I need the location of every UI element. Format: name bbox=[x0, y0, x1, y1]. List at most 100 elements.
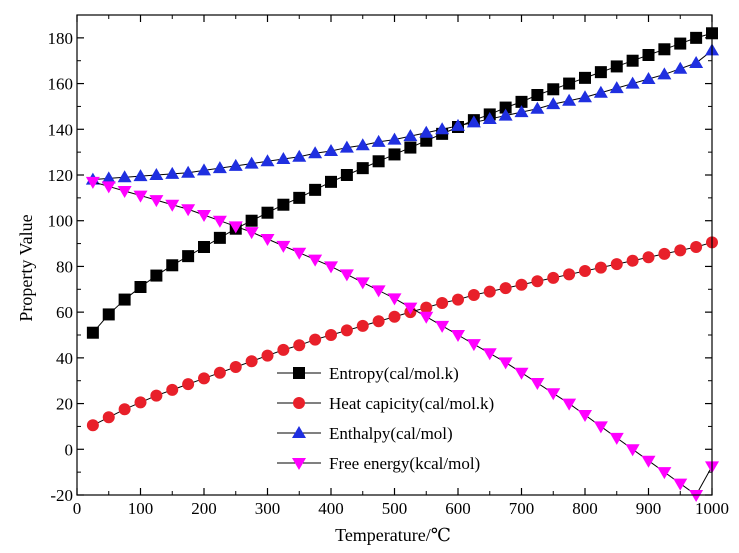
data-point bbox=[339, 269, 354, 282]
data-point bbox=[499, 101, 512, 114]
data-point bbox=[499, 282, 512, 295]
data-point bbox=[276, 240, 291, 253]
data-point bbox=[689, 56, 704, 68]
y-tick-label: 20 bbox=[56, 395, 73, 414]
data-point bbox=[642, 251, 655, 264]
data-point bbox=[117, 186, 132, 198]
y-tick-label: 60 bbox=[56, 303, 73, 322]
data-point bbox=[372, 315, 385, 328]
series-2 bbox=[85, 43, 719, 185]
data-point bbox=[594, 261, 607, 274]
plot-frame bbox=[76, 14, 713, 496]
data-point bbox=[355, 138, 370, 151]
y-tick-label: 140 bbox=[48, 120, 74, 139]
y-tick-label: 160 bbox=[48, 75, 74, 94]
data-point bbox=[277, 198, 290, 211]
data-point bbox=[308, 146, 323, 159]
data-point bbox=[292, 149, 307, 162]
data-point bbox=[134, 281, 147, 293]
data-point bbox=[563, 268, 576, 281]
data-point bbox=[578, 410, 592, 422]
data-point bbox=[515, 278, 528, 291]
data-point bbox=[498, 108, 513, 121]
data-point bbox=[324, 261, 338, 274]
data-point bbox=[403, 302, 418, 315]
data-point bbox=[657, 467, 672, 480]
data-point bbox=[309, 333, 322, 346]
data-point bbox=[593, 85, 608, 98]
x-tick-label: 900 bbox=[636, 499, 662, 518]
data-point bbox=[134, 396, 147, 409]
data-point bbox=[530, 378, 545, 390]
data-point bbox=[466, 115, 481, 128]
x-tick-label: 600 bbox=[445, 499, 471, 518]
data-point bbox=[245, 355, 258, 368]
y-tick-label: 180 bbox=[48, 29, 74, 48]
data-point bbox=[482, 112, 497, 124]
data-point bbox=[372, 155, 385, 168]
data-point bbox=[197, 163, 211, 176]
data-point bbox=[658, 43, 671, 56]
data-point bbox=[324, 144, 338, 156]
data-point bbox=[435, 122, 450, 135]
data-point bbox=[356, 162, 369, 175]
series-1 bbox=[86, 236, 718, 432]
legend: Entropy(cal/mol.k) Heat capicity(cal/mol.… bbox=[277, 364, 494, 473]
data-point bbox=[388, 148, 401, 161]
data-point bbox=[546, 388, 561, 401]
y-tick-label: 0 bbox=[65, 440, 74, 459]
data-point bbox=[562, 398, 577, 411]
data-point bbox=[657, 67, 672, 80]
data-point bbox=[181, 204, 196, 217]
y-tick-label: 80 bbox=[56, 257, 73, 276]
legend-marker bbox=[293, 367, 305, 379]
legend-marker bbox=[292, 426, 306, 438]
data-point bbox=[293, 339, 306, 352]
y-tick-label: 120 bbox=[48, 166, 74, 185]
data-point bbox=[133, 190, 148, 203]
data-point bbox=[213, 231, 226, 244]
x-axis-title: Temperature/℃ bbox=[335, 525, 451, 545]
x-tick-label: 400 bbox=[318, 499, 344, 518]
data-point bbox=[641, 72, 656, 84]
data-point bbox=[182, 250, 195, 263]
data-point bbox=[387, 132, 402, 145]
data-point bbox=[642, 49, 655, 61]
data-point bbox=[610, 258, 623, 271]
data-point bbox=[117, 170, 132, 183]
x-tick-label: 1000 bbox=[695, 499, 729, 518]
legend-marker bbox=[293, 397, 305, 409]
data-point bbox=[388, 310, 401, 323]
data-point bbox=[483, 285, 496, 298]
data-point bbox=[579, 71, 591, 84]
data-point bbox=[308, 254, 323, 267]
data-point bbox=[498, 357, 513, 370]
data-point bbox=[658, 247, 671, 260]
data-point bbox=[547, 271, 560, 284]
data-point bbox=[609, 432, 624, 445]
y-tick-label: 100 bbox=[48, 212, 74, 231]
data-point bbox=[387, 293, 402, 306]
data-point bbox=[339, 140, 354, 153]
series-line bbox=[92, 50, 713, 181]
data-point bbox=[625, 444, 640, 457]
x-tick-label: 100 bbox=[128, 499, 154, 518]
data-point bbox=[133, 169, 148, 182]
data-point bbox=[419, 125, 434, 138]
data-point bbox=[404, 141, 417, 154]
data-point bbox=[466, 339, 481, 352]
data-point bbox=[641, 455, 656, 468]
data-point bbox=[371, 134, 386, 147]
data-point bbox=[245, 214, 258, 227]
data-point bbox=[594, 66, 607, 79]
data-point bbox=[371, 285, 386, 298]
data-point bbox=[626, 54, 639, 67]
data-point bbox=[260, 154, 275, 167]
data-point bbox=[340, 169, 353, 181]
data-point bbox=[228, 221, 243, 234]
legend-label: Entropy(cal/mol.k) bbox=[329, 364, 459, 383]
x-tick-label: 0 bbox=[73, 499, 82, 518]
series-3 bbox=[85, 176, 719, 502]
series-line bbox=[92, 241, 713, 426]
